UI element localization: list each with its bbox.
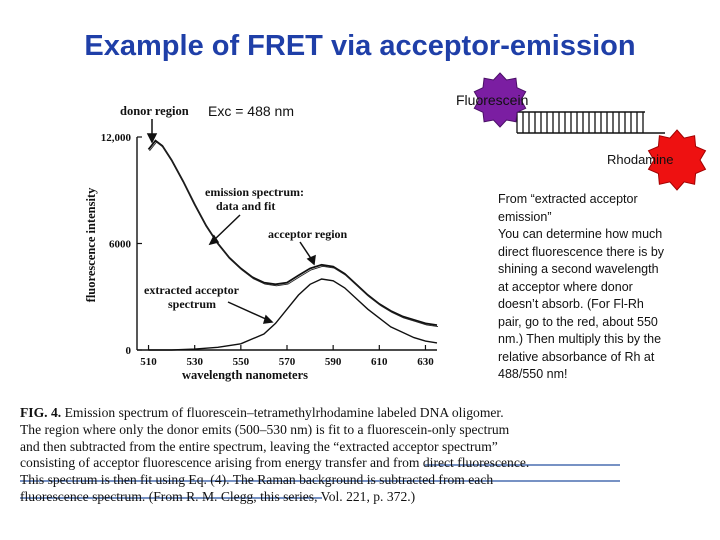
acceptor-arrowhead	[306, 254, 316, 266]
extracted-spectrum-label-2: spectrum	[168, 297, 216, 311]
series-line-1	[148, 278, 438, 351]
fluorescein-label: Fluorescein	[456, 92, 529, 108]
donor-region-label: donor region	[120, 104, 189, 118]
y-tick-label-1: 6000	[109, 239, 132, 251]
emission-arrowhead	[208, 234, 220, 246]
caption-line-3: consisting of acceptor fluorescence aris…	[20, 455, 530, 471]
extracted-spectrum-label-1: extracted acceptor	[144, 283, 240, 297]
side-note-line-7: pair, go to the red, about 550	[498, 314, 658, 329]
caption-underlines	[20, 464, 620, 499]
x-tick-label-5: 610	[371, 356, 388, 368]
caption-line-4: This spectrum is then fit using Eq. (4).…	[20, 472, 494, 488]
x-tick-label-2: 550	[233, 356, 250, 368]
slide-title: Example of FRET via acceptor-emission	[84, 30, 636, 62]
rhodamine-label: Rhodamine	[607, 152, 674, 167]
extracted-arrowhead	[262, 314, 274, 324]
x-tick-label-6: 630	[417, 356, 434, 368]
acceptor-region-label: acceptor region	[268, 227, 348, 241]
rhodamine-star-icon	[647, 129, 707, 191]
annotation-arrows	[146, 119, 316, 324]
side-note-line-3: direct fluorescence there is by	[498, 244, 665, 259]
series-fit-line-0	[149, 141, 439, 328]
side-note-line-8: nm.) Then multiply this by the	[498, 332, 662, 346]
side-note-line-1: emission”	[498, 209, 552, 224]
caption-fig-label: FIG. 4.	[20, 405, 62, 420]
side-note: From “extracted acceptor emission” You can…	[498, 191, 698, 394]
side-note-line-10: 488/550 nm!	[498, 367, 568, 381]
x-tick-label-4: 590	[325, 356, 342, 368]
caption-line-5: fluorescence spectrum. (From R. M. Clegg…	[20, 488, 416, 504]
side-note-line-9: relative absorbance of Rh at	[498, 349, 655, 364]
side-note-line-4: shining a second wavelength	[498, 262, 659, 276]
side-note-line-6: doesn’t absorb. (For Fl-Rh	[498, 297, 644, 311]
side-note-line-0: From “extracted acceptor	[498, 192, 638, 206]
x-tick-label-0: 510	[140, 356, 157, 368]
dna-schematic	[473, 72, 707, 191]
emission-spectrum-label-2: data and fit	[216, 199, 275, 213]
figure-caption: FIG. 4. Emission spectrum of fluorescein…	[20, 405, 630, 506]
extracted-arrow	[227, 301, 269, 321]
caption-line-1: The region where only the donor emits (5…	[20, 421, 510, 437]
excitation-label: Exc = 488 nm	[208, 103, 294, 119]
x-tick-label-1: 530	[186, 356, 203, 368]
caption-line-0-text: Emission spectrum of fluorescein–tetrame…	[61, 405, 504, 420]
fluorescein-star-icon	[473, 72, 527, 128]
side-note-line-5: at acceptor where donor	[498, 279, 633, 294]
x-axis-label: wavelength nanometers	[182, 368, 308, 382]
y-tick-label-0: 0	[126, 345, 132, 357]
acceptor-arrow	[299, 241, 313, 261]
side-note-line-2: You can determine how much	[498, 227, 663, 241]
caption-line-0: FIG. 4. Emission spectrum of fluorescein…	[20, 405, 630, 422]
emission-arrow	[213, 214, 241, 241]
caption-line-2: and then subtracted from the entire spec…	[20, 438, 498, 454]
x-tick-label-3: 570	[279, 356, 296, 368]
emission-spectrum-label-1: emission spectrum:	[205, 185, 304, 199]
y-tick-label-2: 12,000	[101, 132, 132, 144]
donor-arrowhead	[146, 133, 158, 144]
y-axis-label: fluorescence intensity	[84, 187, 98, 302]
